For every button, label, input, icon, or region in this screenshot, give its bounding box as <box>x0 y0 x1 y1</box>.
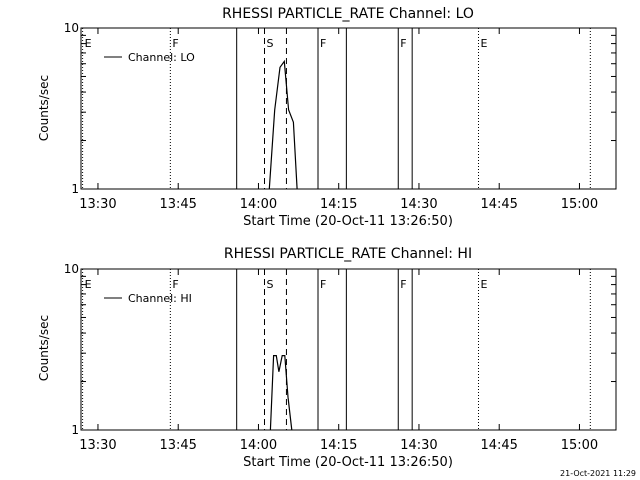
lo-channel-panel: RHESSI PARTICLE_RATE Channel: LO Start T… <box>37 6 617 229</box>
lo-x-tick-label-2: 14:00 <box>240 197 277 212</box>
lo-chart-title: RHESSI PARTICLE_RATE Channel: LO <box>222 6 474 22</box>
lo-legend-label: Channel: LO <box>128 51 195 64</box>
hi-y-axis-label: Counts/sec <box>37 315 51 381</box>
hi-plot-frame <box>80 268 617 431</box>
hi-series-line-0 <box>269 355 293 431</box>
lo-series-line-0 <box>268 59 298 190</box>
hi-x-tick-label-2: 14:00 <box>240 438 277 453</box>
hi-x-tick-label-5: 14:45 <box>480 438 517 453</box>
lo-x-tick-label-1: 13:45 <box>159 197 196 212</box>
hi-x-tick-label-1: 13:45 <box>159 438 196 453</box>
lo-y-tick-label-1: 1 <box>71 182 79 196</box>
lo-x-tick-label-0: 13:30 <box>79 197 116 212</box>
hi-x-axis-label: Start Time (20-Oct-11 13:26:50) <box>243 455 453 470</box>
lo-x-tick-label-5: 14:45 <box>480 197 517 212</box>
hi-chart-title: RHESSI PARTICLE_RATE Channel: HI <box>224 246 472 262</box>
hi-event-label-9: E <box>481 278 488 291</box>
lo-event-label-3: S <box>267 37 274 50</box>
hi-event-label-1: F <box>172 278 178 291</box>
hi-event-label-5: F <box>320 278 326 291</box>
lo-event-label-9: E <box>481 37 488 50</box>
lo-x-tick-label-6: 15:00 <box>561 197 598 212</box>
lo-event-label-7: F <box>400 37 406 50</box>
hi-event-label-7: F <box>400 278 406 291</box>
lo-y-tick-label-0: 10 <box>64 21 79 35</box>
generated-timestamp: 21-Oct-2021 11:29 <box>560 469 636 478</box>
lo-x-tick-label-3: 14:15 <box>320 197 357 212</box>
lo-y-axis-label: Counts/sec <box>37 75 51 141</box>
lo-event-label-5: F <box>320 37 326 50</box>
lo-plot-frame <box>80 27 617 190</box>
lo-x-axis-label: Start Time (20-Oct-11 13:26:50) <box>243 214 453 229</box>
lo-x-tick-label-4: 14:30 <box>400 197 437 212</box>
hi-event-label-3: S <box>267 278 274 291</box>
lo-event-label-0: E <box>85 37 92 50</box>
hi-x-tick-label-4: 14:30 <box>400 438 437 453</box>
lo-event-label-1: F <box>172 37 178 50</box>
hi-x-tick-label-6: 15:00 <box>561 438 598 453</box>
hi-legend-label: Channel: HI <box>128 292 192 305</box>
hi-x-tick-label-0: 13:30 <box>79 438 116 453</box>
hi-y-tick-label-0: 10 <box>64 262 79 276</box>
hi-event-label-0: E <box>85 278 92 291</box>
hi-x-tick-label-3: 14:15 <box>320 438 357 453</box>
hi-y-tick-label-1: 1 <box>71 423 79 437</box>
hi-channel-panel: RHESSI PARTICLE_RATE Channel: HI Start T… <box>37 246 617 470</box>
